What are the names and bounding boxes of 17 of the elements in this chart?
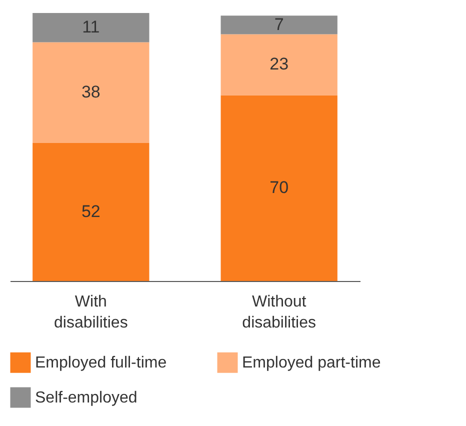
x-tick-label: Without disabilities bbox=[242, 294, 316, 332]
bar bbox=[32, 143, 150, 281]
bar bbox=[220, 95, 338, 281]
data-label: 11 bbox=[82, 18, 100, 37]
data-label: 38 bbox=[81, 82, 100, 102]
legend-label: Employed full-time bbox=[35, 354, 167, 372]
legend-label: Self-employed bbox=[35, 390, 138, 406]
legend-label: Employed part-time bbox=[242, 354, 381, 372]
bar bbox=[32, 13, 150, 42]
data-label: 7 bbox=[274, 14, 284, 34]
x-tick-label: With disabilities bbox=[54, 294, 128, 332]
data-label: 52 bbox=[81, 202, 100, 222]
bar bbox=[32, 42, 150, 144]
data-label: 70 bbox=[270, 178, 289, 198]
bar bbox=[220, 16, 338, 34]
data-label: 23 bbox=[270, 54, 289, 74]
bar bbox=[220, 34, 338, 96]
